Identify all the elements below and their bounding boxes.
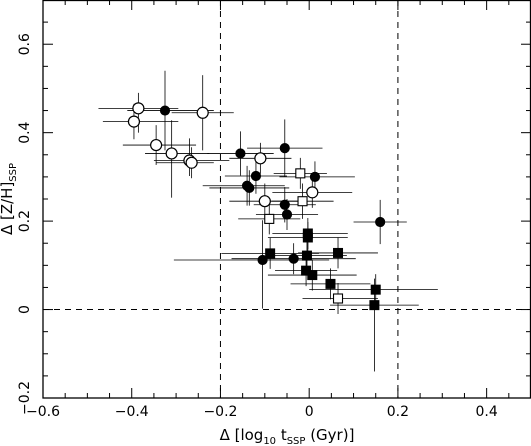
x-tick-label: 0.4 (476, 404, 498, 420)
y-tick-label: −0.2 (17, 381, 33, 415)
filled-circle-point (235, 148, 246, 159)
filled-square-point (307, 270, 318, 281)
open-circle-point (254, 152, 267, 165)
open-square-point (264, 213, 275, 224)
filled-circle-point (244, 182, 255, 194)
open-circle-point (132, 102, 145, 115)
x-tick-label: −0.6 (26, 404, 60, 420)
filled-circle-point (281, 209, 293, 220)
filled-circle-point (159, 105, 171, 116)
filled-square-point (301, 250, 312, 261)
x-tick-label: −0.2 (203, 404, 237, 420)
filled-square-point (370, 284, 381, 295)
open-circle-point (258, 195, 271, 208)
tick-labels: −0.6 −0.4 −0.2 0 0.2 0.4 −0.2 0 0.2 0.4 0.6 (17, 33, 498, 420)
filled-circle-point (250, 170, 262, 182)
filled-square-point (369, 300, 380, 311)
filled-circle-point (309, 171, 321, 182)
reference-lines (43, 0, 531, 398)
axis-ticks (42, 0, 531, 399)
y-axis-label: Δ [Z/H]SSP (0, 163, 19, 235)
filled-square-point (302, 232, 313, 243)
x-axis-label: Δ [log10 tSSP (Gyr)] (220, 426, 355, 446)
filled-circle-point (257, 254, 268, 266)
open-circle-point (306, 186, 319, 199)
open-square-point (332, 293, 344, 304)
data-points (98, 70, 438, 372)
y-tick-label: 0 (17, 305, 33, 314)
open-circle-point (165, 147, 178, 160)
x-tick-label: 0.2 (387, 404, 409, 420)
filled-circle-point (288, 253, 299, 264)
filled-circle-point (279, 199, 290, 210)
y-tick-label: 0.2 (17, 210, 33, 232)
open-circle-point (185, 156, 198, 169)
open-circle-point (150, 138, 163, 152)
open-circle-point (196, 106, 209, 119)
open-square-point (295, 168, 306, 179)
open-square-point (297, 196, 308, 207)
filled-square-point (333, 247, 344, 258)
y-tick-label: 0.4 (17, 121, 33, 143)
open-circle-point (127, 115, 141, 128)
markers (127, 102, 386, 311)
filled-square-point (325, 278, 336, 289)
x-tick-label: 0 (305, 404, 314, 420)
y-tick-label: 0.6 (17, 33, 33, 55)
filled-square-point (265, 248, 276, 259)
x-tick-label: −0.4 (115, 404, 149, 420)
filled-circle-point (375, 216, 386, 228)
filled-circle-point (279, 143, 290, 154)
